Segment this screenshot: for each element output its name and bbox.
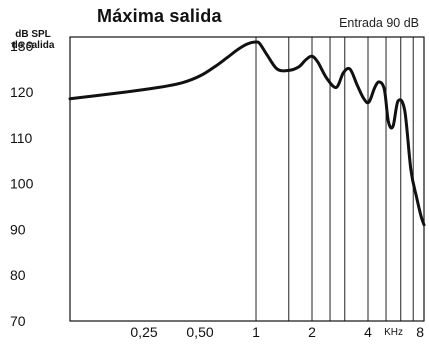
- y-tick-labels: 130 120 110 100 90 80 70: [10, 38, 34, 329]
- x-tick-label: 0,25: [130, 324, 157, 340]
- y-axis-label: dB SPL de salida: [2, 29, 64, 51]
- y-tick-label: 110: [10, 130, 33, 146]
- plot-frame: [69, 36, 425, 322]
- y-tick-label: 100: [10, 176, 34, 192]
- x-tick-labels: 0,25 0,50 1 2 4 8 KHz: [130, 324, 424, 340]
- y-tick-label: 80: [10, 267, 26, 283]
- x-tick-label: 1: [252, 324, 260, 340]
- y-axis-label-line-1: dB SPL: [15, 29, 51, 40]
- chart-title: Máxima salida: [97, 6, 222, 26]
- y-tick-label: 90: [10, 221, 26, 237]
- response-curve: [68, 40, 426, 227]
- y-tick-label: 130: [10, 38, 34, 54]
- chart-subtitle: Entrada 90 dB: [339, 16, 419, 30]
- y-axis-label-line-2: de salida: [11, 40, 55, 51]
- x-unit-label: KHz: [384, 327, 403, 338]
- x-tick-label: 4: [364, 324, 372, 340]
- x-tick-label: 8: [416, 324, 424, 340]
- y-tick-label: 120: [10, 84, 34, 100]
- y-tick-label: 70: [10, 313, 26, 329]
- x-tick-label: 0,50: [186, 324, 213, 340]
- x-tick-label: 2: [308, 324, 316, 340]
